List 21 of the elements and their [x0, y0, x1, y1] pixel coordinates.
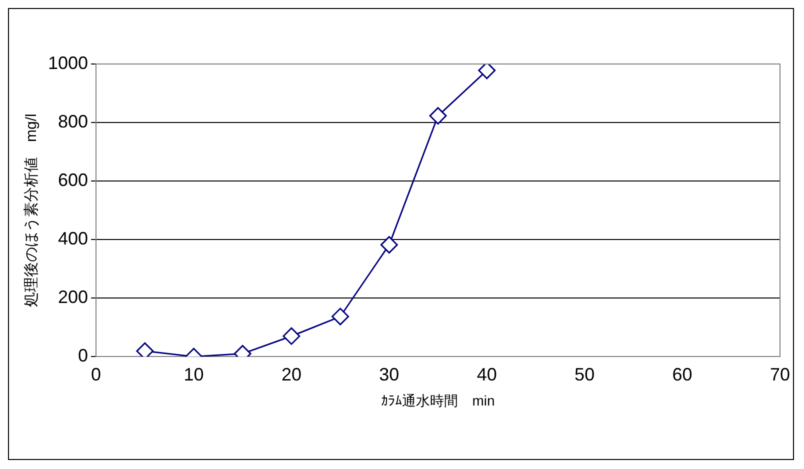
- x-tick-label: 40: [476, 364, 497, 384]
- y-tick-label: 600: [58, 170, 88, 190]
- x-tick-label: 50: [574, 364, 595, 384]
- point: [332, 308, 350, 326]
- y-tick-label: 1000: [48, 52, 88, 73]
- y-tick-label: 200: [58, 287, 88, 308]
- x-axis-title: ｶﾗﾑ通水時間 min: [381, 392, 495, 408]
- x-tick-label: 30: [379, 364, 400, 384]
- y-tick-label: 400: [58, 228, 88, 249]
- x-tick-label: 0: [91, 364, 102, 384]
- point: [478, 64, 496, 80]
- y-axis-title: 処理後のほう素分析値 mg/l: [23, 114, 40, 307]
- y-tick-label: 800: [58, 111, 88, 132]
- x-tick-label: 10: [184, 364, 204, 384]
- point: [282, 327, 300, 345]
- point: [380, 236, 398, 254]
- point: [429, 107, 447, 125]
- y-tick-label: 0: [78, 346, 88, 366]
- x-tick-label: 20: [281, 364, 302, 384]
- x-tick-label: 60: [672, 364, 692, 384]
- x-tick-label: 70: [770, 364, 790, 384]
